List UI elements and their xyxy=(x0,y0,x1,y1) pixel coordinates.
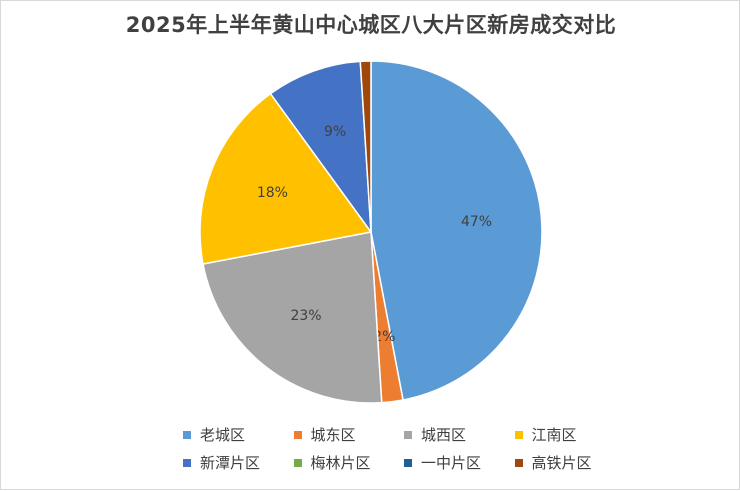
legend-swatch-4 xyxy=(514,430,523,439)
slice-label-2: 2% xyxy=(373,329,395,345)
legend-label-3: 城西区 xyxy=(421,426,467,444)
slice-label-1: 47% xyxy=(461,214,492,230)
legend-swatch-5 xyxy=(183,458,191,467)
legend-item-2: 城东区 xyxy=(293,424,383,445)
legend-swatch-1 xyxy=(183,430,191,439)
legend-item-5: 新潭片区 xyxy=(183,452,272,473)
legend-swatch-6 xyxy=(293,458,302,467)
slice-label-3: 23% xyxy=(290,308,321,324)
legend-item-3: 城西区 xyxy=(404,424,493,445)
legend-item-7: 一中片区 xyxy=(404,452,493,473)
legend-label-5: 新潭片区 xyxy=(200,454,261,472)
pie-slice-4 xyxy=(199,92,373,265)
chart-legend: 老城区 城东区 城西区 江南区新潭片区 梅林片区 一中片区 高铁片区 xyxy=(183,424,603,473)
slice-label-4: 18% xyxy=(257,185,288,201)
chart-title: 2025年上半年黄山中心城区八大片区新房成交对比 xyxy=(125,13,617,37)
legend-swatch-3 xyxy=(404,430,412,439)
pie-slice-5 xyxy=(269,60,372,235)
legend-item-8: 高铁片区 xyxy=(514,452,604,473)
legend-item-4: 江南区 xyxy=(514,424,604,445)
slice-label-5: 9% xyxy=(324,124,346,140)
legend-label-7: 一中片区 xyxy=(421,454,482,472)
pie-slice-1 xyxy=(370,60,543,401)
pie-slice-3 xyxy=(202,231,383,404)
legend-item-6: 梅林片区 xyxy=(293,452,383,473)
legend-label-1: 老城区 xyxy=(200,426,246,444)
legend-label-2: 城东区 xyxy=(310,426,356,444)
legend-item-1: 老城区 xyxy=(183,424,272,445)
pie-slice-8 xyxy=(359,60,372,233)
legend-swatch-2 xyxy=(293,430,302,439)
legend-label-4: 江南区 xyxy=(531,426,577,444)
legend-label-6: 梅林片区 xyxy=(310,454,371,472)
legend-swatch-8 xyxy=(514,458,523,467)
legend-swatch-7 xyxy=(404,458,412,467)
legend-label-8: 高铁片区 xyxy=(531,454,592,472)
